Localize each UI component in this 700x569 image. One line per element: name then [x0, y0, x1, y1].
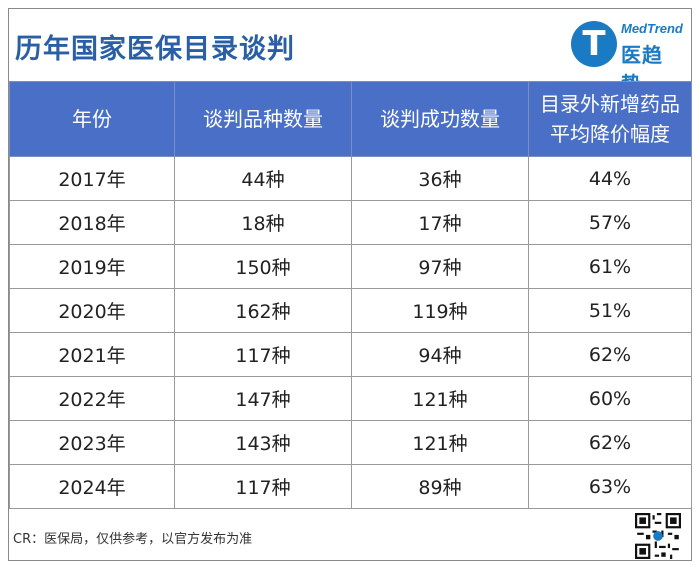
header-year: 年份 [9, 81, 175, 157]
cell-negotiated: 162种 [174, 288, 352, 333]
cell-year: 2024年 [9, 464, 175, 509]
cell-negotiated: 44种 [174, 156, 352, 201]
header-success-count-label: 谈判成功数量 [380, 107, 500, 131]
header-avg-price-cut: 目录外新增药品 平均降价幅度 [528, 81, 692, 157]
medtrend-logo: T MedTrend 医趋势 [571, 17, 683, 96]
cell-price-cut: 44% [528, 156, 692, 201]
qr-code-icon[interactable] [635, 513, 681, 559]
cell-negotiated: 18种 [174, 200, 352, 245]
cell-negotiated: 150种 [174, 244, 352, 289]
table-row: 2023年 143种 121种 62% [9, 420, 692, 465]
cell-price-cut: 62% [528, 332, 692, 377]
table-header-row: 年份 谈判品种数量 谈判成功数量 目录外新增药品 平均降价幅度 [9, 81, 692, 157]
logo-text-en: MedTrend [621, 21, 683, 36]
cell-year: 2017年 [9, 156, 175, 201]
table-row: 2022年 147种 121种 60% [9, 376, 692, 421]
medtrend-t-logo-icon: T [571, 21, 617, 67]
cell-negotiated: 143种 [174, 420, 352, 465]
cell-year: 2019年 [9, 244, 175, 289]
cell-success: 121种 [351, 420, 529, 465]
cell-year: 2020年 [9, 288, 175, 333]
cell-negotiated: 147种 [174, 376, 352, 421]
cell-price-cut: 63% [528, 464, 692, 509]
header-avg-price-cut-line2: 平均降价幅度 [550, 122, 670, 146]
cell-price-cut: 51% [528, 288, 692, 333]
cell-price-cut: 62% [528, 420, 692, 465]
page-title: 历年国家医保目录谈判 [15, 34, 295, 65]
cell-success: 17种 [351, 200, 529, 245]
table-row: 2021年 117种 94种 62% [9, 332, 692, 377]
cell-success: 119种 [351, 288, 529, 333]
header-negotiated-count: 谈判品种数量 [174, 81, 352, 157]
infographic-card: 历年国家医保目录谈判 T MedTrend 医趋势 年份 谈判品种数量 谈判成功 [8, 8, 692, 561]
cell-year: 2022年 [9, 376, 175, 421]
cell-negotiated: 117种 [174, 464, 352, 509]
header-negotiated-count-label: 谈判品种数量 [203, 107, 323, 131]
cell-success: 97种 [351, 244, 529, 289]
table-row: 2018年 18种 17种 57% [9, 200, 692, 245]
cell-price-cut: 60% [528, 376, 692, 421]
cell-year: 2018年 [9, 200, 175, 245]
cell-price-cut: 57% [528, 200, 692, 245]
cell-success: 121种 [351, 376, 529, 421]
header-avg-price-cut-line1: 目录外新增药品 [540, 92, 680, 116]
table-row: 2019年 150种 97种 61% [9, 244, 692, 289]
footer: CR：医保局，仅供参考，以官方发布为准 [9, 507, 691, 562]
table-row: 2024年 117种 89种 63% [9, 464, 692, 509]
header-success-count: 谈判成功数量 [351, 81, 529, 157]
header: 历年国家医保目录谈判 T MedTrend 医趋势 [9, 9, 691, 96]
cell-negotiated: 117种 [174, 332, 352, 377]
header-year-label: 年份 [72, 107, 112, 131]
cell-year: 2021年 [9, 332, 175, 377]
cell-success: 94种 [351, 332, 529, 377]
negotiation-table: 年份 谈判品种数量 谈判成功数量 目录外新增药品 平均降价幅度 2017年 44… [9, 81, 692, 509]
cell-success: 89种 [351, 464, 529, 509]
cell-success: 36种 [351, 156, 529, 201]
source-credit: CR：医保局，仅供参考，以官方发布为准 [13, 532, 253, 547]
cell-year: 2023年 [9, 420, 175, 465]
table-row: 2020年 162种 119种 51% [9, 288, 692, 333]
cell-price-cut: 61% [528, 244, 692, 289]
table-row: 2017年 44种 36种 44% [9, 156, 692, 201]
